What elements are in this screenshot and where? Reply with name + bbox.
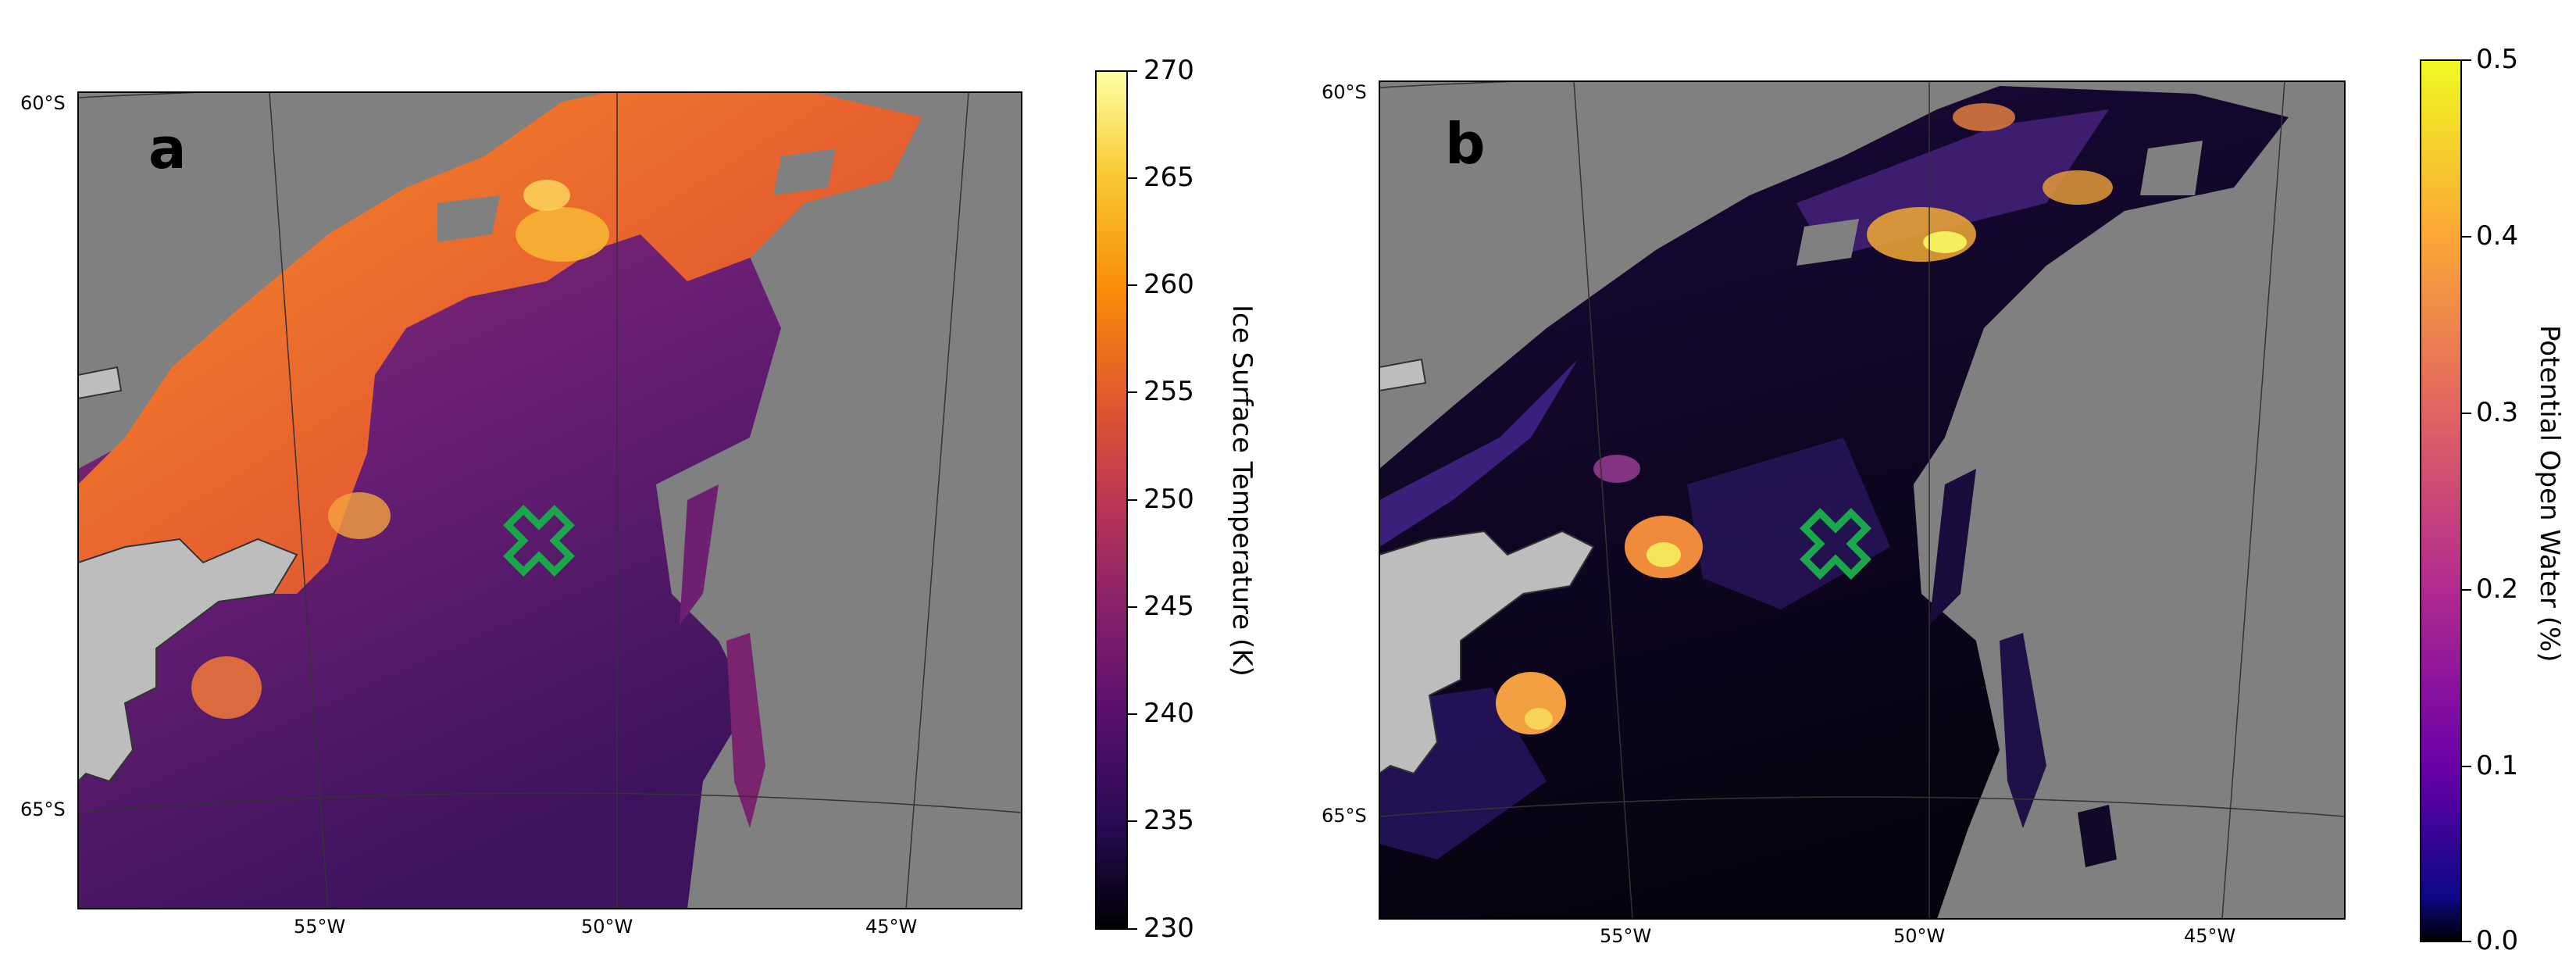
- land-island: [78, 366, 123, 400]
- tick-label: 270: [1144, 55, 1194, 86]
- graticule: [78, 92, 1022, 909]
- open-water-spot: [1593, 455, 1640, 483]
- open-water-spot: [1647, 542, 1681, 567]
- open-water-spot: [1923, 231, 1967, 253]
- lon-label-55w: 55°W: [294, 916, 346, 938]
- colorbar-gradient: [1095, 70, 1128, 930]
- colorbar-gradient: [2420, 59, 2462, 942]
- map-b: [1379, 80, 2346, 920]
- panel-b: b 60°S 65°S 55°W 50°W 45°W 0.5 0.4 0.3 0…: [1297, 0, 2576, 979]
- tick-label: 235: [1144, 805, 1194, 836]
- ice-cold-region: [78, 117, 781, 909]
- tick-label: 0.3: [2476, 397, 2519, 428]
- location-marker-x: [503, 505, 575, 577]
- ice-strip: [680, 484, 719, 625]
- lat-label-65s: 65°S: [1322, 805, 1367, 827]
- land-antarctic-peninsula: [1379, 530, 1595, 775]
- colorbar-title: Potential Open Water (%): [2534, 325, 2565, 663]
- tick-label: 245: [1144, 591, 1194, 622]
- location-marker-x: [1800, 508, 1871, 580]
- tick-label: 0.4: [2476, 220, 2519, 252]
- open-water-spot: [1525, 708, 1553, 730]
- tick-label: 0.0: [2476, 925, 2519, 956]
- tick-label: 260: [1144, 269, 1194, 300]
- warm-spot: [191, 656, 262, 719]
- panel-letter: b: [1445, 111, 1486, 177]
- panel-letter: a: [148, 116, 187, 181]
- tick-label: 240: [1144, 698, 1194, 729]
- lon-label-55w: 55°W: [1600, 925, 1652, 947]
- purple-streak: [1379, 359, 1578, 547]
- tick-label: 0.5: [2476, 44, 2519, 75]
- nodata-patch: [773, 148, 836, 195]
- ice-strip: [726, 633, 765, 828]
- lon-label-50w: 50°W: [1893, 925, 1946, 947]
- tick-label: 230: [1144, 913, 1194, 944]
- nodata-patch: [1796, 219, 1859, 266]
- panel-a: a 60°S 65°S 55°W 50°W 45°W 270 265 260 2…: [20, 55, 1258, 944]
- map-a: [77, 91, 1022, 909]
- lon-label-50w: 50°W: [581, 916, 633, 938]
- warm-spot: [328, 492, 391, 539]
- open-water-spot: [1953, 103, 2015, 131]
- tick-label: 0.1: [2476, 750, 2519, 781]
- nodata-patch: [437, 195, 500, 242]
- lon-label-45w: 45°W: [2184, 925, 2236, 947]
- tick-label: 265: [1144, 162, 1194, 193]
- lat-label-60s: 60°S: [20, 92, 66, 114]
- ice-strip: [2000, 633, 2046, 828]
- ice-strip: [2078, 805, 2117, 867]
- tick-label: 255: [1144, 376, 1194, 407]
- tick-label: 0.2: [2476, 573, 2519, 605]
- tick-label: 250: [1144, 484, 1194, 515]
- land-antarctic-peninsula: [78, 538, 298, 783]
- warm-spot: [516, 207, 609, 262]
- warm-spot: [523, 180, 570, 211]
- graticule: [1379, 81, 2345, 919]
- ice-strip: [1929, 469, 1976, 625]
- open-water-spot: [2043, 170, 2113, 205]
- lon-label-45w: 45°W: [865, 916, 918, 938]
- lat-label-60s: 60°S: [1322, 81, 1367, 103]
- colorbar-title: Ice Surface Temperature (K): [1226, 305, 1258, 677]
- nodata-patch: [2140, 141, 2203, 195]
- land-island: [1379, 358, 1427, 392]
- ice-warm-region: [78, 92, 922, 625]
- lat-label-65s: 65°S: [20, 799, 66, 820]
